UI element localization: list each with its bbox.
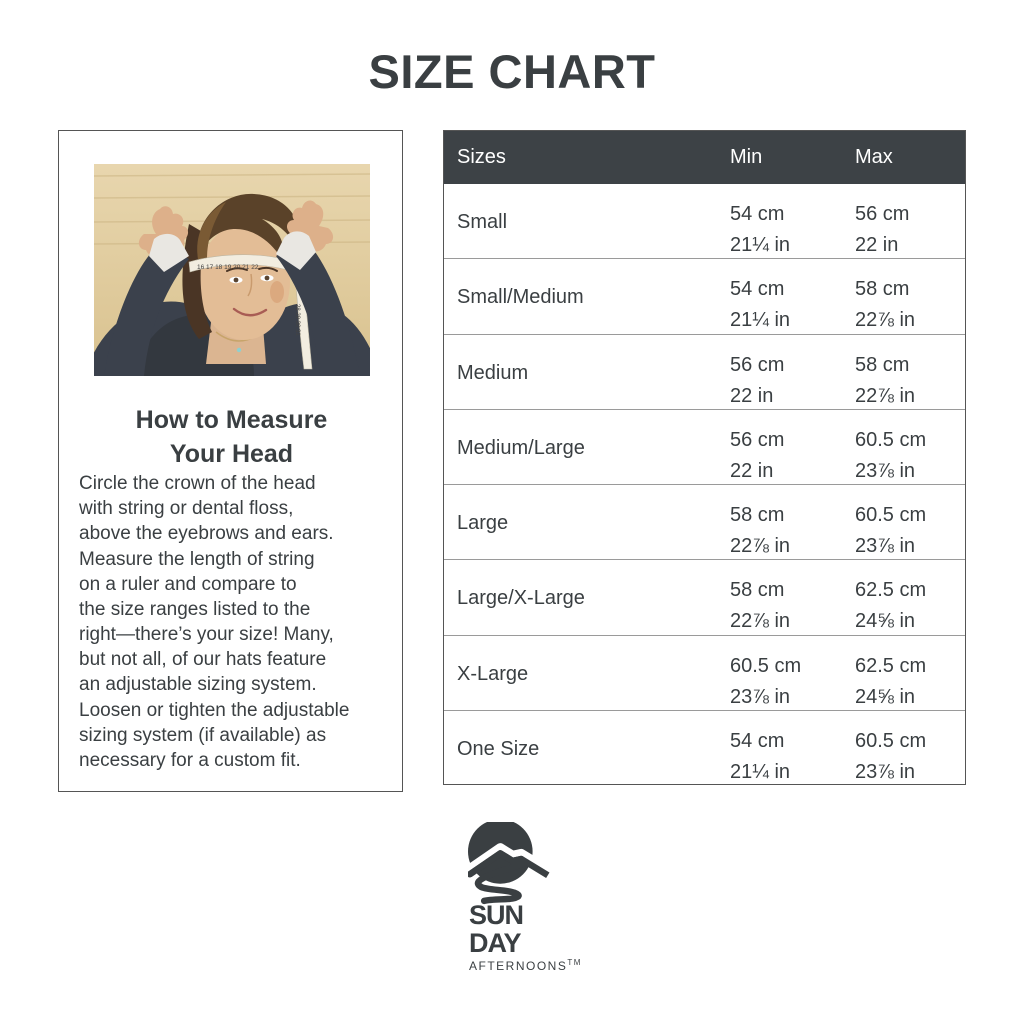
svg-text:16 17 18 19 20 21 22: 16 17 18 19 20 21 22 [197,264,259,271]
svg-text:28 29 30 31: 28 29 30 31 [294,304,300,336]
